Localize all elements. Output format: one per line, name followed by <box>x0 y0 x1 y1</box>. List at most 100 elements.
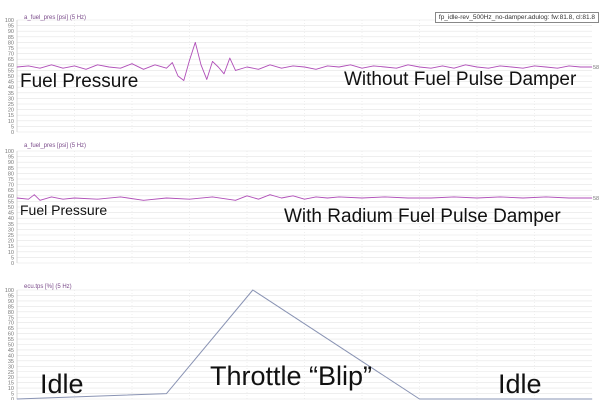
data-point <box>281 197 282 199</box>
y-tick-label: 55 <box>8 199 14 205</box>
y-tick-label: 10 <box>8 250 14 256</box>
y-tick-label: 75 <box>8 46 14 52</box>
y-tick-label: 0 <box>11 130 14 136</box>
data-point <box>269 194 271 196</box>
y-tick-label: 35 <box>8 91 14 97</box>
data-point <box>212 61 213 62</box>
data-point <box>166 393 167 394</box>
data-point <box>16 197 18 199</box>
data-point <box>361 67 363 69</box>
y-tick-label: 45 <box>8 348 14 354</box>
y-tick-label: 20 <box>8 239 14 245</box>
y-tick-label: 0 <box>11 397 14 400</box>
y-tick-label: 60 <box>8 332 14 338</box>
file-label: fp_idle-rev_500Hz_no-damper.adulog: fw:8… <box>434 12 599 23</box>
data-point <box>252 289 254 291</box>
data-point <box>396 67 397 69</box>
data-point <box>74 197 75 199</box>
data-point <box>258 68 259 70</box>
data-point <box>85 68 87 70</box>
y-tick-label: 35 <box>8 222 14 228</box>
data-point <box>39 199 41 201</box>
y-tick-label: 65 <box>8 188 14 194</box>
y-tick-label: 85 <box>8 35 14 41</box>
data-point <box>246 66 248 68</box>
end-value-label: 58 <box>593 65 599 71</box>
annotation-idle-left: Idle <box>40 369 84 399</box>
data-point <box>591 197 593 199</box>
data-point <box>384 196 386 198</box>
y-tick-label: 40 <box>8 85 14 91</box>
data-point <box>183 80 185 81</box>
y-tick-label: 70 <box>8 321 14 327</box>
data-point <box>568 65 570 67</box>
data-point <box>131 63 133 65</box>
data-point <box>338 66 340 68</box>
y-tick-label: 95 <box>8 293 14 299</box>
data-point <box>154 64 156 66</box>
data-point <box>258 198 259 200</box>
y-tick-label: 65 <box>8 326 14 332</box>
data-point <box>419 398 420 400</box>
y-tick-label: 90 <box>8 29 14 35</box>
data-point <box>430 67 432 69</box>
data-point <box>39 67 41 69</box>
y-tick-label: 100 <box>5 18 14 24</box>
data-point <box>430 197 432 199</box>
data-point <box>476 197 478 199</box>
y-tick-label: 95 <box>8 24 14 30</box>
data-point <box>33 194 35 196</box>
data-point <box>407 64 409 66</box>
data-point <box>373 65 374 67</box>
data-point <box>235 199 236 201</box>
y-tick-label: 25 <box>8 370 14 376</box>
data-point <box>591 398 593 400</box>
data-point <box>465 64 466 66</box>
data-point <box>28 198 29 200</box>
data-point <box>315 196 317 198</box>
y-tick-label: 50 <box>8 205 14 211</box>
annotation-fuel-pressure-2: Fuel Pressure <box>20 202 108 218</box>
data-point <box>143 68 144 70</box>
data-point <box>223 73 225 75</box>
y-tick-label: 5 <box>11 255 14 261</box>
y-tick-label: 95 <box>8 155 14 161</box>
y-tick-label: 40 <box>8 353 14 359</box>
data-point <box>269 64 271 66</box>
y-tick-label: 30 <box>8 96 14 102</box>
data-point <box>281 67 282 69</box>
y-tick-label: 0 <box>11 261 14 267</box>
data-point <box>189 198 190 200</box>
annotation-fuel-pressure-1: Fuel Pressure <box>20 71 139 92</box>
data-point <box>545 66 547 68</box>
y-tick-label: 35 <box>8 359 14 365</box>
data-point <box>200 64 202 66</box>
y-tick-label: 75 <box>8 315 14 321</box>
y-tick-label: 70 <box>8 52 14 58</box>
y-tick-label: 45 <box>8 80 14 86</box>
data-point <box>419 66 420 68</box>
data-point <box>591 66 593 68</box>
y-tick-label: 50 <box>8 343 14 349</box>
data-point <box>522 197 524 199</box>
data-point <box>74 65 75 67</box>
data-point <box>453 196 455 198</box>
data-point <box>407 197 409 199</box>
y-tick-label: 20 <box>8 108 14 114</box>
data-point <box>189 59 190 61</box>
data-point <box>229 57 231 59</box>
data-point <box>292 195 294 197</box>
y-tick-label: 15 <box>8 113 14 119</box>
y-tick-label: 10 <box>8 119 14 125</box>
y-tick-label: 15 <box>8 244 14 250</box>
data-point <box>488 67 489 69</box>
data-point <box>212 196 213 198</box>
y-tick-label: 90 <box>8 160 14 166</box>
y-tick-label: 5 <box>11 392 14 398</box>
data-point <box>304 198 305 200</box>
data-point <box>51 64 52 66</box>
data-point <box>217 66 219 68</box>
data-point <box>545 196 547 198</box>
y-tick-label: 55 <box>8 68 14 74</box>
